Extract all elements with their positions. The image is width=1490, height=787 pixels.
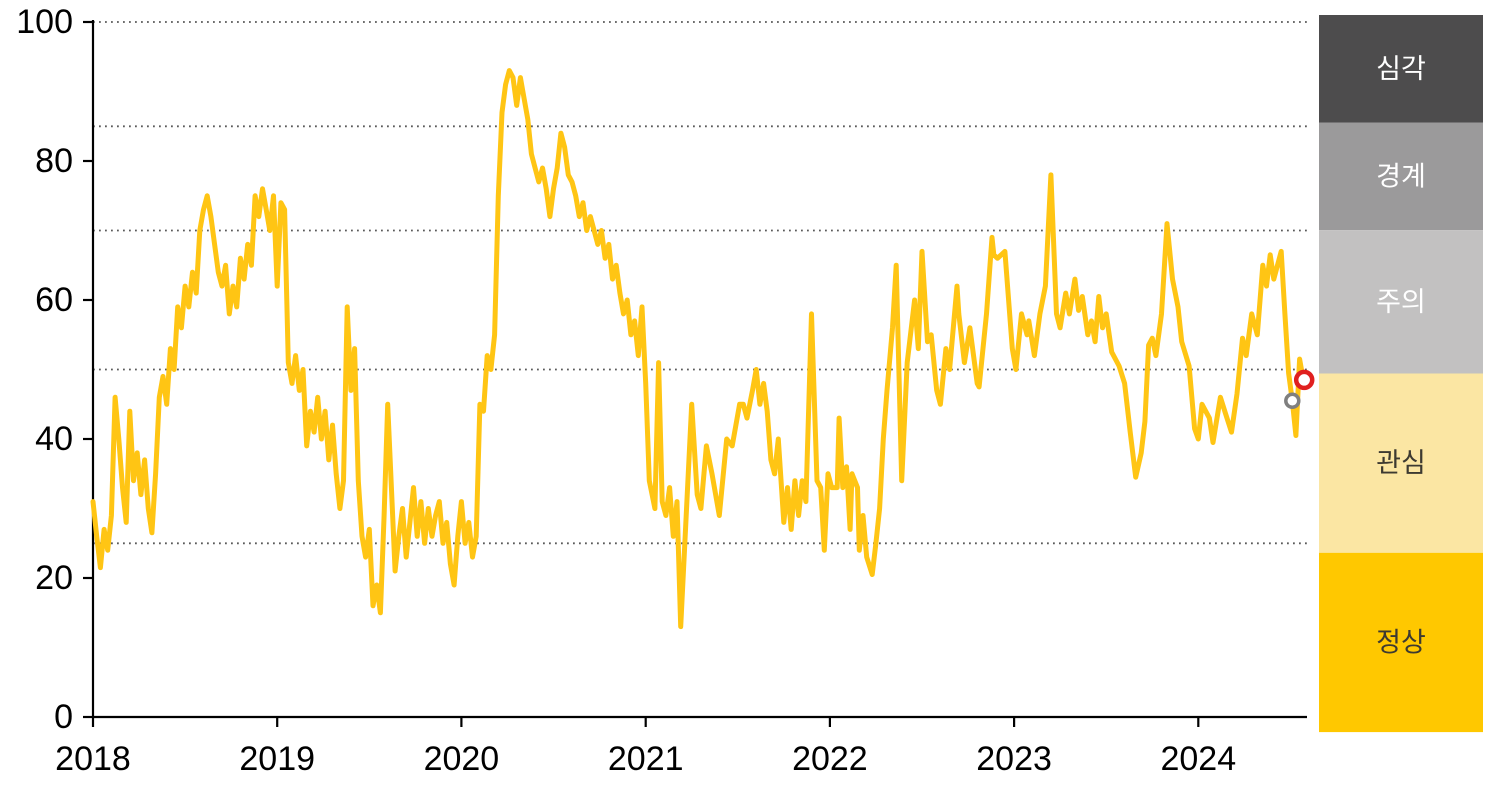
risk-band-alert [1319,122,1483,231]
x-tick-label-2021: 2021 [608,740,684,778]
risk-band-label-normal: 정상 [1376,627,1426,657]
y-tick-label-40: 40 [35,420,73,458]
y-tick-label-100: 100 [16,3,73,41]
previous-value-marker [1284,392,1301,410]
x-tick-label-2023: 2023 [976,740,1052,778]
x-tick-label-2022: 2022 [792,740,868,778]
risk-band-caution [1319,230,1483,374]
risk-band-severe [1319,15,1483,123]
risk-band-label-alert: 경계 [1376,161,1426,191]
y-tick-label-80: 80 [35,142,73,180]
risk-index-line [90,68,1306,630]
x-tick-label-2020: 2020 [424,740,500,778]
x-tick-label-2019: 2019 [239,740,315,778]
risk-band-attention [1319,373,1483,553]
x-tick-label-2018: 2018 [55,740,131,778]
risk-band-label-severe: 심각 [1376,54,1426,84]
latest-value-marker [1293,369,1315,391]
y-tick-label-60: 60 [35,281,73,319]
risk-band-normal [1319,552,1483,733]
x-tick-label-2024: 2024 [1160,740,1236,778]
risk-band-label-attention: 관심 [1376,448,1426,478]
y-tick-label-20: 20 [35,559,73,597]
risk-band-label-caution: 주의 [1376,287,1426,317]
y-tick-label-0: 0 [54,698,73,736]
